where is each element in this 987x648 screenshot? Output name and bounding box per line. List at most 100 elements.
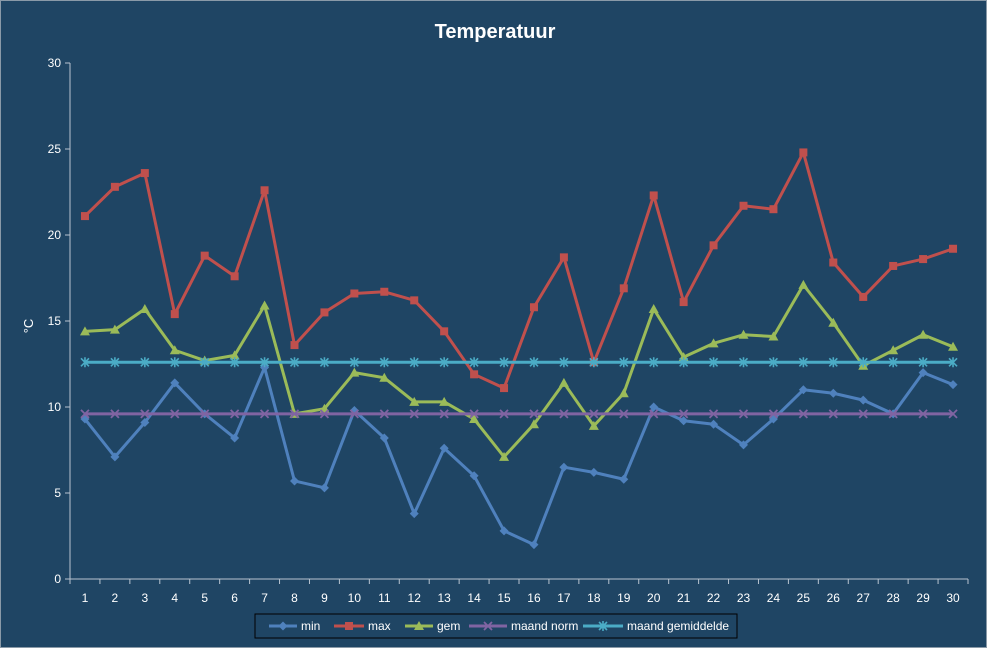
data-point-maand-norm	[229, 409, 240, 419]
data-point-gem	[888, 345, 899, 355]
x-tick-label: 17	[557, 591, 571, 605]
data-point-max	[769, 205, 778, 214]
x-tick-label: 14	[467, 591, 481, 605]
data-point-max	[320, 308, 329, 317]
data-point-maand-gemiddelde	[230, 357, 240, 368]
data-point-min	[679, 416, 689, 426]
x-tick-label: 26	[827, 591, 841, 605]
y-tick-label: 0	[54, 572, 61, 586]
data-point-maand-gemiddelde	[589, 357, 599, 368]
data-point-max	[230, 272, 239, 281]
data-point-gem	[109, 324, 120, 334]
data-point-maand-norm	[798, 409, 809, 419]
data-point-maand-norm	[439, 409, 449, 419]
x-tick-label: 16	[527, 591, 541, 605]
legend-label-max: max	[368, 619, 391, 633]
data-point-min	[619, 474, 629, 484]
data-point-gem	[169, 345, 180, 355]
data-point-min	[170, 378, 180, 388]
data-point-gem	[229, 350, 240, 360]
data-point-maand-gemiddelde	[529, 357, 539, 368]
series-line-min	[83, 365, 954, 547]
series-maand-norm	[80, 409, 958, 419]
legend-marker-max	[345, 622, 353, 630]
data-point-maand-norm	[379, 409, 389, 419]
data-point-min	[709, 419, 719, 429]
x-tick-label: 3	[141, 591, 148, 605]
y-tick-label: 20	[48, 228, 62, 242]
data-point-maand-gemiddelde	[140, 357, 150, 368]
data-point-maand-gemiddelde	[709, 357, 719, 368]
data-point-max	[80, 212, 89, 221]
y-axis-label: °C	[21, 319, 36, 334]
data-point-gem	[439, 396, 450, 406]
data-point-maand-norm	[170, 409, 180, 419]
data-point-maand-gemiddelde	[289, 357, 300, 368]
data-point-min	[230, 433, 240, 443]
data-point-maand-norm	[678, 409, 689, 419]
data-point-min	[499, 526, 509, 536]
x-tick-label: 2	[112, 591, 119, 605]
data-point-maand-gemiddelde	[798, 357, 808, 368]
data-point-maand-gemiddelde	[738, 357, 749, 368]
data-point-maand-gemiddelde	[409, 357, 419, 368]
legend-marker-min	[278, 621, 288, 631]
data-point-max	[350, 289, 359, 298]
x-tick-label: 27	[857, 591, 871, 605]
data-point-gem	[588, 420, 599, 430]
data-point-max	[470, 370, 479, 379]
x-tick-label: 30	[946, 591, 960, 605]
x-tick-label: 19	[617, 591, 631, 605]
x-tick-label: 22	[707, 591, 721, 605]
data-point-maand-norm	[80, 409, 90, 419]
series-maand-gemiddelde	[80, 357, 958, 368]
x-tick-label: 4	[171, 591, 178, 605]
legend-marker-maand-norm	[483, 621, 493, 631]
x-tick-label: 18	[587, 591, 601, 605]
x-tick-label: 10	[348, 591, 362, 605]
data-point-gem	[139, 303, 150, 313]
data-point-maand-gemiddelde	[948, 357, 958, 368]
data-point-max	[529, 303, 538, 312]
data-point-max	[679, 298, 688, 307]
data-point-maand-gemiddelde	[649, 357, 659, 368]
data-point-maand-norm	[529, 409, 539, 419]
x-tick-label: 13	[437, 591, 451, 605]
data-point-gem	[708, 338, 719, 348]
data-point-max	[829, 258, 838, 267]
data-point-maand-norm	[559, 409, 569, 419]
data-point-gem	[259, 300, 270, 310]
data-point-max	[260, 186, 269, 195]
data-point-maand-gemiddelde	[499, 357, 509, 368]
data-point-maand-gemiddelde	[319, 357, 329, 368]
data-point-maand-gemiddelde	[439, 357, 449, 368]
data-point-maand-norm	[349, 409, 360, 419]
data-point-min	[559, 462, 569, 472]
series-line-gem	[84, 283, 954, 459]
data-point-maand-norm	[200, 409, 210, 419]
data-point-max	[559, 253, 568, 262]
data-point-min	[589, 467, 599, 477]
data-point-maand-gemiddelde	[170, 357, 180, 368]
data-point-maand-gemiddelde	[349, 357, 359, 368]
data-point-maand-gemiddelde	[469, 357, 479, 368]
y-tick-label: 30	[48, 56, 62, 70]
data-point-maand-norm	[708, 409, 719, 419]
data-point-min	[798, 385, 808, 395]
x-tick-label: 29	[916, 591, 930, 605]
x-tick-label: 7	[261, 591, 268, 605]
data-point-maand-gemiddelde	[619, 357, 629, 368]
data-point-max	[949, 244, 958, 253]
y-tick-label: 15	[48, 314, 62, 328]
data-point-max	[170, 310, 179, 319]
data-point-gem	[469, 414, 480, 424]
data-point-maand-norm	[259, 409, 270, 419]
x-tick-label: 6	[231, 591, 238, 605]
data-point-max	[919, 255, 928, 264]
data-point-gem	[948, 341, 959, 351]
x-tick-label: 15	[497, 591, 511, 605]
data-point-min	[529, 540, 539, 550]
